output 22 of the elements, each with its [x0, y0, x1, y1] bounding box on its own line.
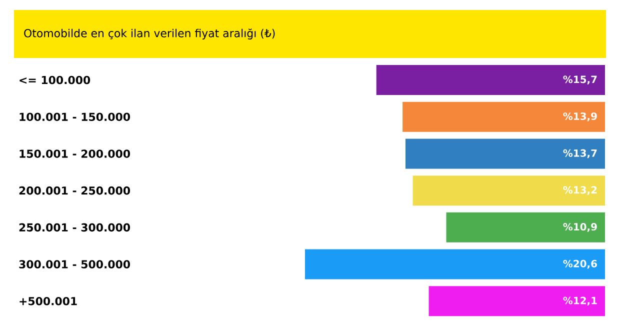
y-tick-label: 300.001 - 500.000: [19, 260, 130, 268]
data-label: %10,9: [563, 223, 597, 232]
bar: [412, 176, 605, 206]
bar: [428, 286, 605, 316]
bar: [446, 212, 605, 242]
y-tick-label: 200.001 - 250.000: [19, 186, 130, 195]
data-label: %13,2: [563, 186, 597, 195]
data-label: %12,1: [563, 296, 597, 306]
data-label: %15,7: [563, 76, 597, 84]
text: Otomobilde en çok ilan verilen fiyat aralığı (₺): [24, 28, 275, 40]
y-tick-label: 150.001 - 200.000: [20, 150, 130, 158]
bar: [405, 138, 605, 169]
y-tick-label: +500.001: [20, 297, 77, 306]
data-label: %13,7: [563, 149, 597, 158]
data-label: %13,9: [563, 112, 597, 122]
bar: [402, 102, 605, 132]
data-label: %20,6: [563, 260, 597, 269]
y-tick-label: 100.001 - 150.000: [20, 112, 130, 122]
bar: [376, 65, 605, 95]
y-tick-label: <= 100.000: [20, 76, 90, 84]
y-tick-label: 250.001 - 300.000: [19, 223, 130, 232]
bar: [304, 249, 605, 280]
